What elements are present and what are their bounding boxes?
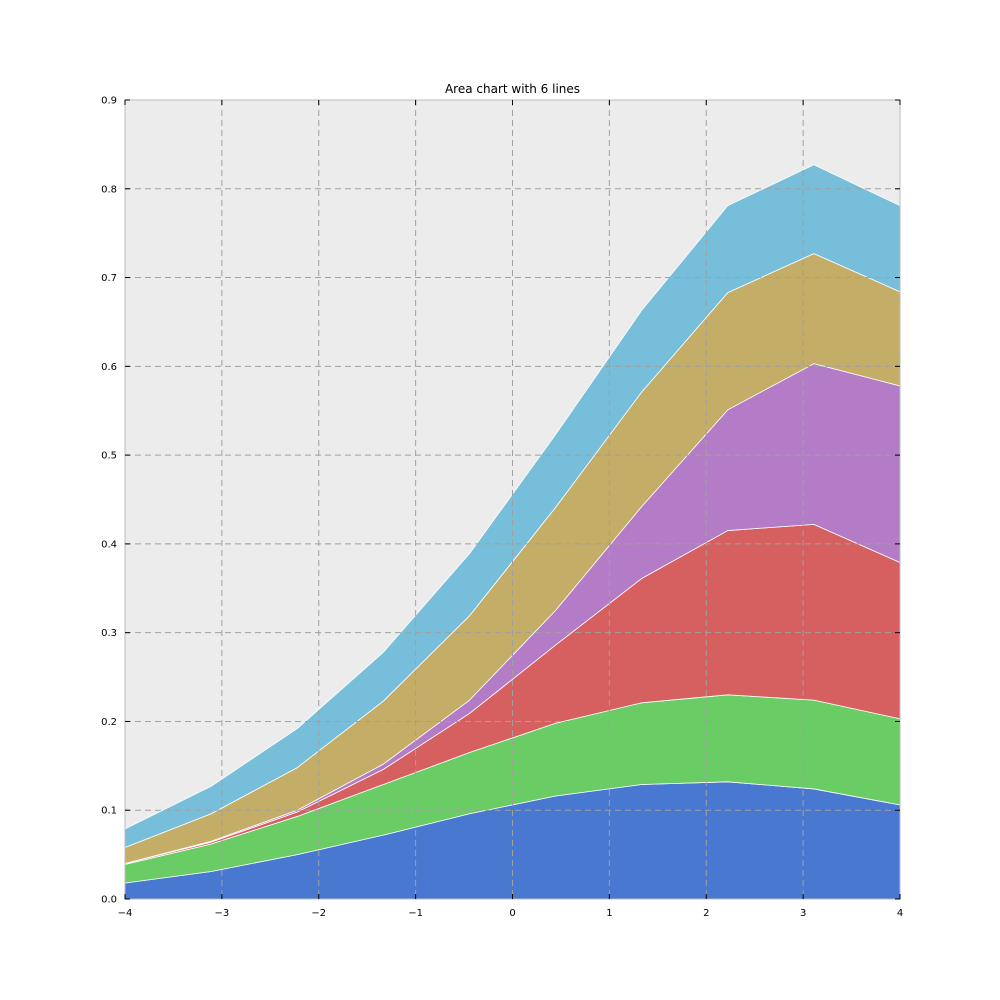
y-tick-label: 0.8 bbox=[101, 184, 117, 195]
y-tick-label: 0.3 bbox=[101, 628, 117, 639]
y-tick-label: 0.9 bbox=[101, 96, 117, 107]
x-tick-label: 4 bbox=[897, 908, 903, 919]
y-tick-label: 0.0 bbox=[101, 895, 117, 906]
x-tick-label: 2 bbox=[703, 908, 709, 919]
x-tick-label: 0 bbox=[509, 908, 515, 919]
y-tick-label: 0.5 bbox=[101, 451, 117, 462]
y-tick-label: 0.2 bbox=[101, 717, 117, 728]
y-tick-label: 0.4 bbox=[101, 539, 117, 550]
x-tick-label: −2 bbox=[311, 908, 326, 919]
x-tick-label: −4 bbox=[118, 908, 133, 919]
chart-title: Area chart with 6 lines bbox=[445, 82, 580, 96]
x-tick-label: −1 bbox=[408, 908, 423, 919]
y-tick-label: 0.1 bbox=[101, 806, 117, 817]
y-tick-label: 0.6 bbox=[101, 362, 117, 373]
x-tick-label: 1 bbox=[606, 908, 612, 919]
y-tick-label: 0.7 bbox=[101, 273, 117, 284]
x-tick-label: −3 bbox=[215, 908, 230, 919]
x-tick-label: 3 bbox=[800, 908, 806, 919]
